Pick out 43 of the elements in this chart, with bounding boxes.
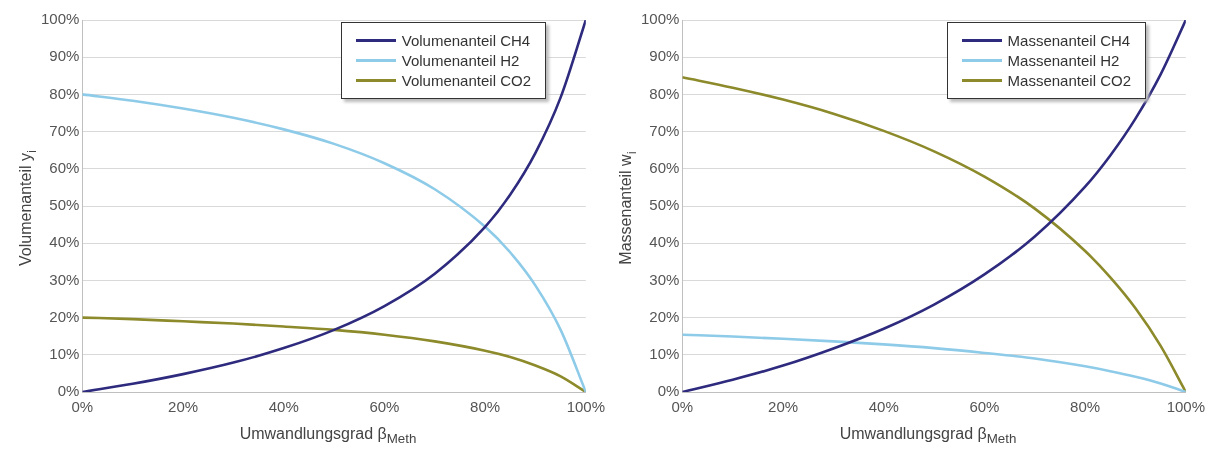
y-tick-label: 0% [657,382,680,400]
legend-label: Massenanteil CH4 [1007,32,1131,49]
y-tick-label: 30% [649,270,680,288]
y-tick-label: 80% [49,84,80,102]
y-tick-label: 60% [49,158,80,176]
y-tick-label: 70% [49,121,80,139]
x-tick-label: 20% [768,398,799,416]
x-tick-label: 0% [71,398,94,416]
y-tick-label: 50% [649,196,680,214]
x-tick-label: 80% [1070,398,1101,416]
y-tick-label: 80% [649,84,680,102]
legend-label: Volumenanteil CO2 [401,72,531,89]
legend-label: Volumenanteil CH4 [401,32,531,49]
x-tick-label: 60% [369,398,400,416]
y-tick-label: 40% [649,233,680,251]
y-tick-label: 10% [649,344,680,362]
y-tick-label: 0% [57,382,80,400]
x-axis-title: Umwandlungsgrad β$_{Meth}$ [838,424,1018,446]
x-tick-label: 40% [268,398,299,416]
y-tick-label: 70% [649,121,680,139]
y-tick-label: 10% [49,344,80,362]
y-tick-label: 50% [49,196,80,214]
legend-label: Massenanteil CO2 [1007,72,1131,89]
y-tick-label: 20% [649,307,680,325]
y-tick-label: 90% [49,47,80,65]
legend-label: Volumenanteil H2 [401,52,520,69]
x-tick-label: 80% [470,398,501,416]
x-tick-label: 20% [168,398,199,416]
x-tick-label: 100% [566,398,606,416]
y-tick-label: 20% [49,307,80,325]
y-tick-label: 60% [649,158,680,176]
y-tick-label: 90% [649,47,680,65]
legend-label: Massenanteil H2 [1007,52,1120,69]
y-tick-label: 30% [49,270,80,288]
x-axis-title: Umwandlungsgrad β$_{Meth}$ [238,424,418,446]
x-tick-label: 60% [969,398,1000,416]
x-tick-label: 100% [1166,398,1206,416]
y-tick-label: 40% [49,233,80,251]
x-tick-label: 40% [868,398,899,416]
x-tick-label: 0% [671,398,694,416]
line-series [82,20,586,392]
y-tick-label: 100% [640,10,680,28]
y-tick-label: 100% [40,10,80,28]
